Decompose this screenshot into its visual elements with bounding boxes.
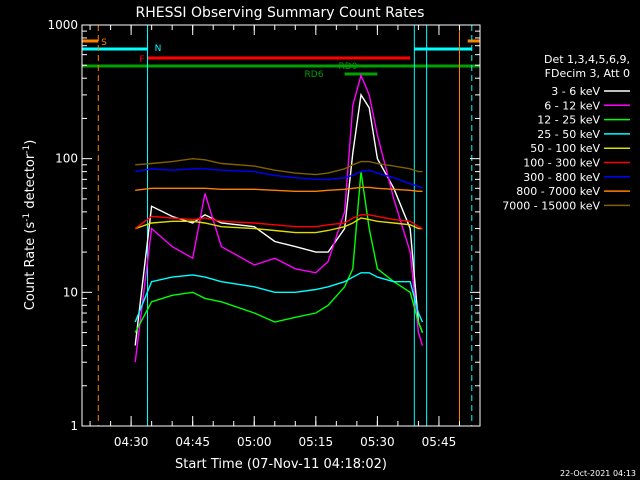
legend-label: 6 - 12 keV [544, 99, 600, 112]
legend-label: 50 - 100 keV [530, 142, 600, 155]
legend-label: 100 - 300 keV [523, 157, 600, 170]
y-axis-label-end: ) [23, 140, 38, 145]
plot-frame [81, 24, 481, 427]
legend-label: 3 - 6 keV [551, 85, 600, 98]
y-tick-label: 10 [63, 285, 78, 299]
x-tick-label: 05:45 [422, 435, 457, 449]
series-line [134, 171, 424, 333]
x-axis-label: Start Time (07-Nov-11 04:18:02) [175, 457, 387, 472]
legend-header-line2: FDecim 3, Att 0 [545, 67, 630, 80]
y-axis-label-sup2: -1 [22, 145, 32, 154]
series-line [135, 157, 423, 176]
y-axis-label-mid: detector [23, 153, 38, 213]
y-axis-label-sup1: -1 [22, 213, 32, 222]
series-line [135, 186, 423, 193]
x-tick-label: 04:45 [175, 435, 210, 449]
x-axis: 04:30 04:45 05:00 05:15 05:30 05:45 [89, 25, 481, 449]
chart-title: RHESSI Observing Summary Count Rates [136, 5, 425, 21]
y-axis-label: Count Rate (s-1 detector-1) [22, 140, 38, 311]
flag-bar-label: N [155, 44, 162, 54]
series-line [135, 168, 423, 189]
flag-bar-label: RD6 [305, 70, 324, 80]
y-axis: 1 10 100 1000 [47, 18, 480, 433]
y-tick-label: 100 [55, 152, 78, 166]
legend-label: 12 - 25 keV [537, 114, 600, 127]
legend-label: 7000 - 15000 keV [502, 199, 600, 212]
vertical-markers [97, 25, 473, 426]
timestamp: 22-Oct-2021 04:13 [560, 469, 636, 478]
legend-label: 25 - 50 keV [537, 128, 600, 141]
x-tick-label: 05:00 [237, 435, 272, 449]
series-line [134, 272, 424, 323]
y-axis-label-prefix: Count Rate (s [23, 222, 38, 311]
y-tick-label: 1000 [47, 18, 78, 32]
series-line [134, 217, 423, 234]
legend-label: 800 - 7000 keV [516, 185, 600, 198]
legend-label: 300 - 800 keV [523, 171, 600, 184]
x-tick-label: 05:30 [360, 435, 395, 449]
y-tick-label: 1 [70, 419, 78, 433]
series-line [134, 214, 423, 230]
legend-header-line1: Det 1,3,4,5,6,9, [544, 53, 630, 66]
flag-bar-label: F [139, 55, 144, 65]
flag-bars: SNFRD0RD6 [82, 38, 480, 80]
x-tick-label: 05:15 [299, 435, 334, 449]
flag-bar-label: S [101, 38, 107, 48]
x-tick-label: 04:30 [114, 435, 149, 449]
series-layer [134, 73, 424, 363]
series-line [134, 73, 424, 363]
